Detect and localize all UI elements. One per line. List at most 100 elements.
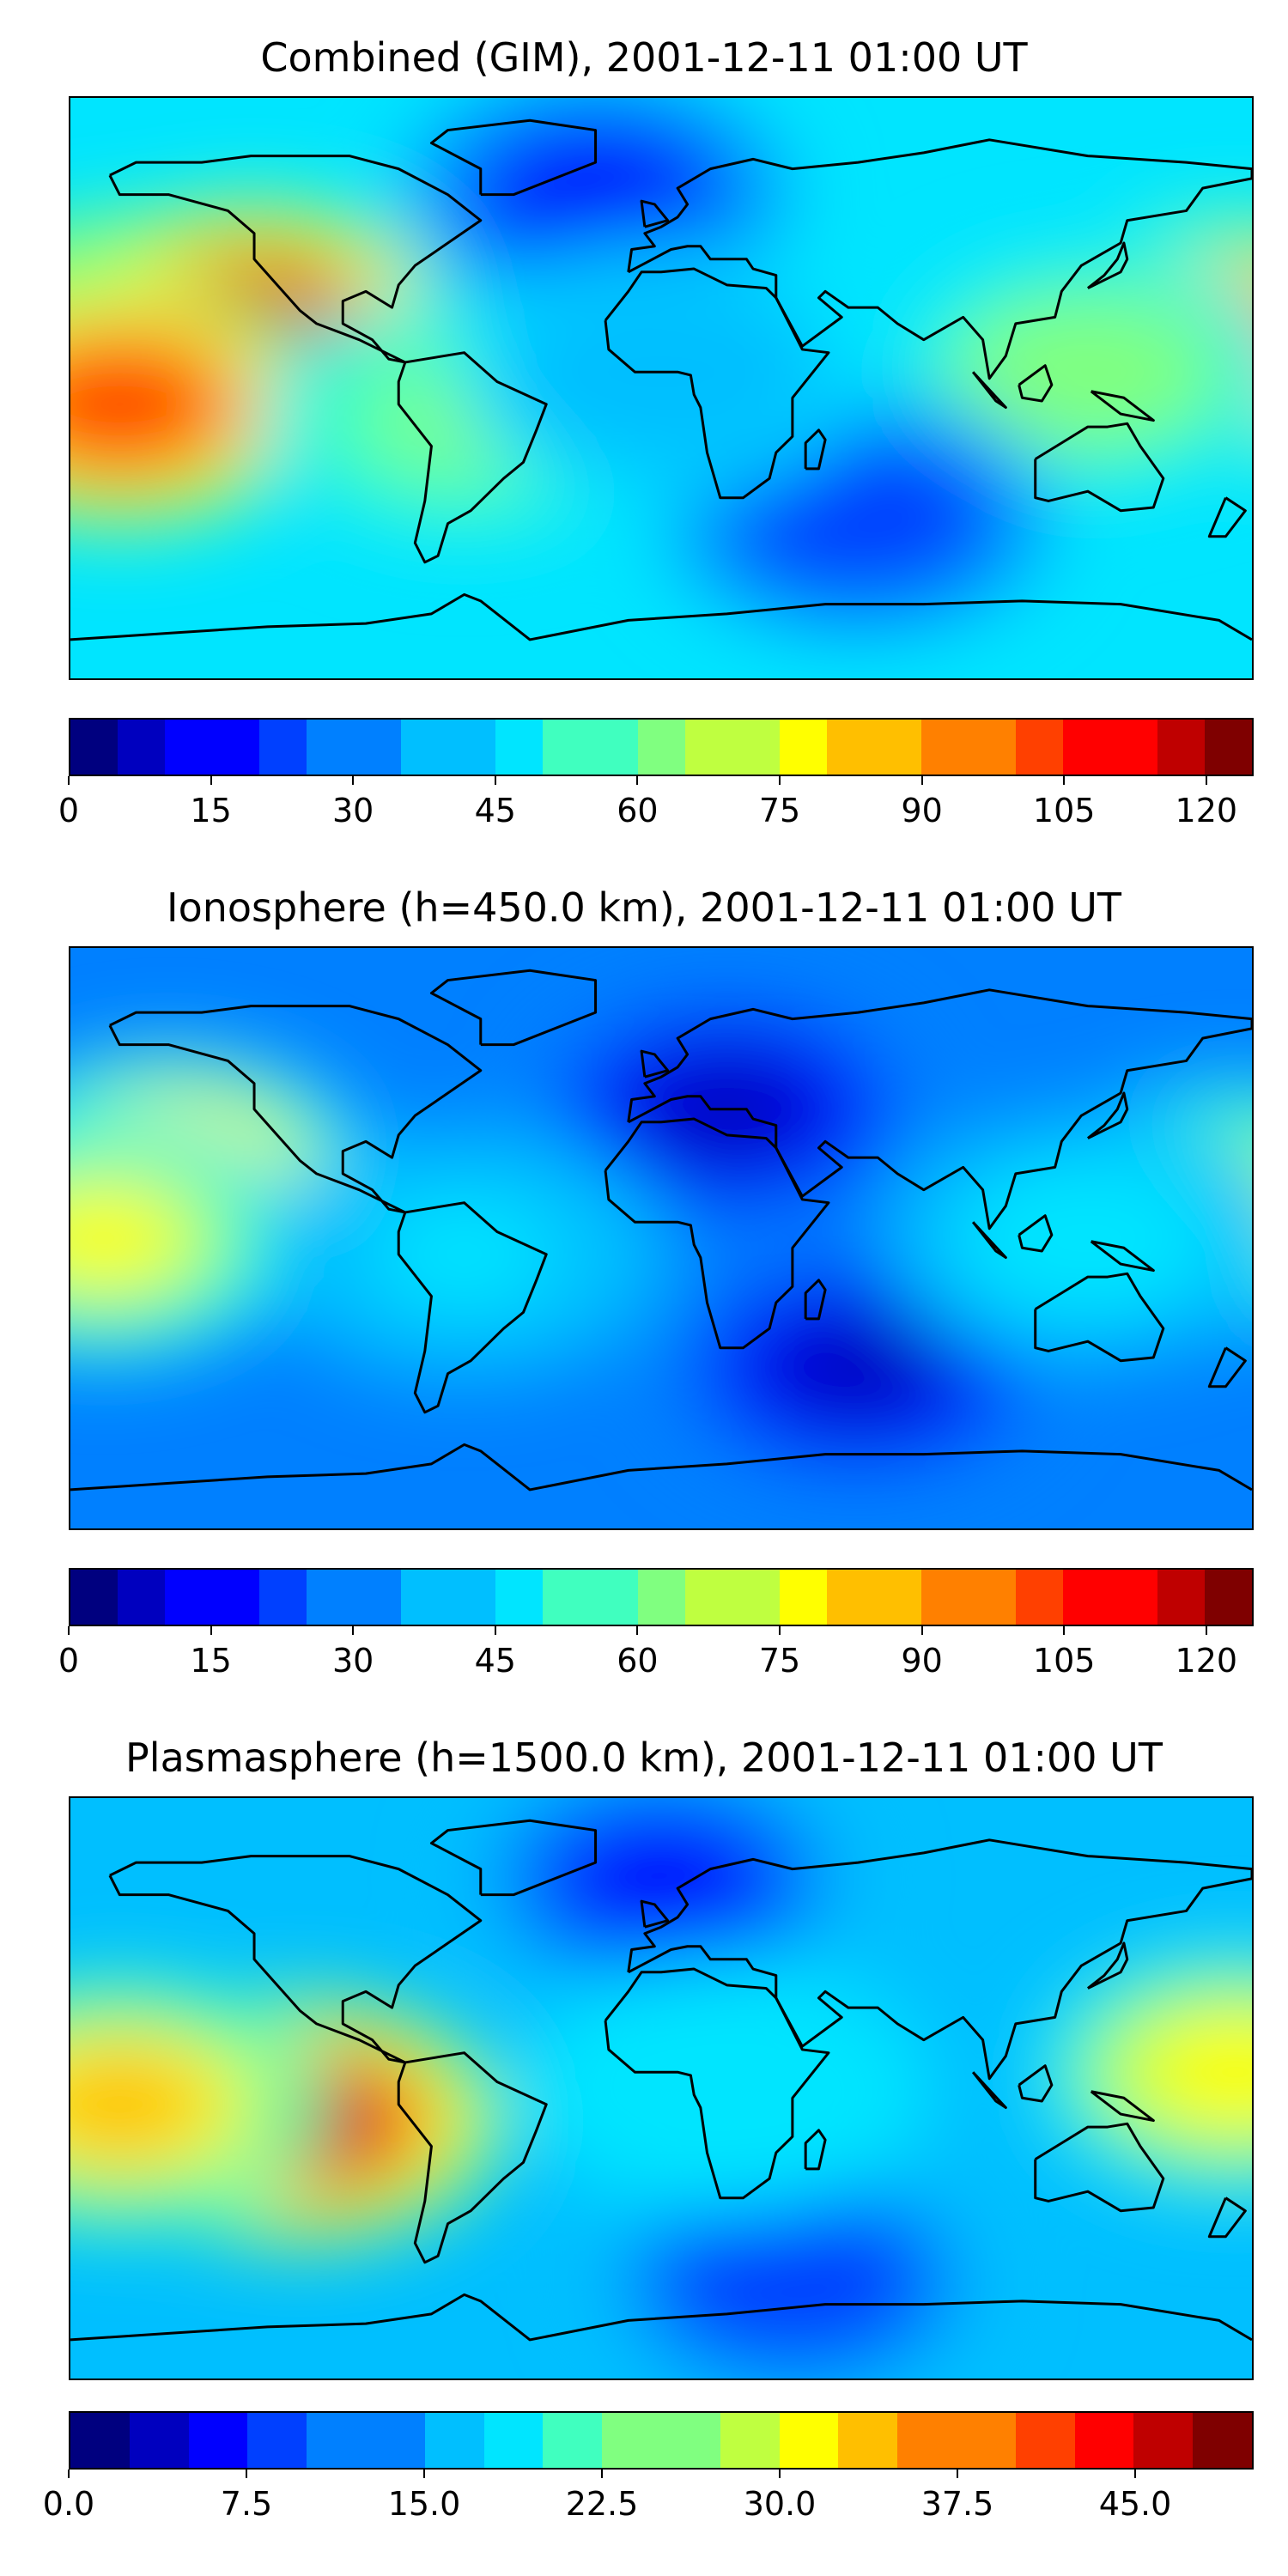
colorbar-swatch (779, 720, 827, 775)
tec-contour-blob (70, 2050, 210, 2159)
colorbar-tick (636, 776, 639, 785)
colorbar-swatch (732, 1570, 780, 1625)
colorbar-swatch (495, 720, 544, 775)
coastline (971, 1221, 1007, 1260)
colorbar-swatch (424, 2413, 484, 2468)
colorbar-swatch (118, 1570, 166, 1625)
colorbar-swatch (968, 1570, 1016, 1625)
colorbar-swatch (1015, 1570, 1063, 1625)
colorbar-tick (1134, 2470, 1136, 2478)
coastline (397, 1201, 548, 1414)
colorbar-tick-label: 45 (474, 792, 516, 829)
colorbar-tick-label: 30.0 (743, 2485, 817, 2523)
colorbar-tick-label: 75 (758, 1642, 801, 1680)
colorbar-swatch (684, 1570, 732, 1625)
tec-contour-blob (1145, 2018, 1252, 2127)
colorbar-swatch (873, 720, 921, 775)
colorbar-swatch (495, 1570, 544, 1625)
coastline (429, 1819, 598, 1897)
colorbar-swatch (1110, 1570, 1158, 1625)
coastline (804, 2129, 827, 2171)
colorbar-ticks: 0.0 7.5 15.0 22.5 30.0 37.5 45.0 (43, 2470, 1254, 2530)
colorbar-swatch (70, 1570, 118, 1625)
colorbar-swatch (448, 720, 496, 775)
tec-map (69, 96, 1254, 680)
colorbar-tick-label: 120 (1175, 792, 1238, 829)
colorbar-swatch (779, 1570, 827, 1625)
tec-contour-blob (374, 1200, 555, 1309)
colorbar-swatch (826, 720, 874, 775)
coastline (397, 351, 548, 564)
coastline (397, 2051, 548, 2264)
tec-contour-blob (702, 2227, 883, 2336)
coastline (627, 1838, 1252, 2081)
tec-map (69, 946, 1254, 1530)
coastline (804, 428, 827, 471)
colorbar-tick-label: 105 (1032, 1642, 1096, 1680)
panel-title: Ionosphere (h=450.0 km), 2001-12-11 01:0… (167, 884, 1121, 931)
colorbar-tick-label: 90 (901, 792, 943, 829)
colorbar-tick (779, 776, 781, 785)
colorbar-swatch (483, 2413, 544, 2468)
colorbar-tick-label: 60 (617, 792, 659, 829)
colorbar-tick (352, 1626, 355, 1635)
colorbar-tick-label: 120 (1175, 1642, 1238, 1680)
coastline (1090, 1240, 1155, 1273)
coastline (640, 199, 670, 228)
panel-title: Combined (GIM), 2001-12-11 01:00 UT (260, 34, 1028, 81)
colorbar-tick (957, 2470, 958, 2478)
tec-contour-blob (768, 1313, 949, 1422)
colorbar-swatch (188, 2413, 248, 2468)
colorbar-swatch (307, 2413, 366, 2468)
colorbar-swatch (897, 2413, 957, 2468)
colorbar-swatch (307, 1570, 355, 1625)
coastline (627, 138, 1252, 380)
coastline (627, 988, 1252, 1230)
coastline (1018, 364, 1054, 403)
colorbar-swatch (660, 2413, 720, 2468)
coastline (1090, 2090, 1155, 2123)
colorbar-swatch (1205, 720, 1252, 775)
colorbar-swatch (543, 720, 591, 775)
coastline (1034, 2122, 1165, 2213)
colorbar-tick (68, 1626, 70, 1635)
colorbar-tick (423, 2470, 425, 2478)
colorbar-tick (1205, 776, 1207, 785)
tec-contour-blob (505, 140, 686, 249)
coastline (1034, 422, 1165, 513)
colorbar-tick (779, 2470, 781, 2478)
colorbar-swatch (920, 720, 969, 775)
colorbar-swatch (354, 720, 402, 775)
colorbar-swatch (1133, 2413, 1194, 2468)
colorbar-tick-label: 0 (58, 1642, 80, 1680)
map-svg (70, 98, 1252, 678)
colorbar (69, 718, 1254, 776)
colorbar-swatch (448, 1570, 496, 1625)
colorbar-swatch (1074, 2413, 1134, 2468)
colorbar-swatch (70, 720, 118, 775)
tec-contour-blob (768, 463, 949, 572)
colorbar-swatch (637, 1570, 685, 1625)
colorbar-swatch (838, 2413, 898, 2468)
colorbar-swatch (826, 1570, 874, 1625)
coastline (70, 2293, 1252, 2342)
colorbar-swatch (1193, 2413, 1252, 2468)
colorbar-ticks: 0 15 30 45 60 75 90 105 120 (58, 1626, 1254, 1686)
coastline (70, 592, 1252, 641)
colorbar-tick (68, 2470, 70, 2478)
coastline (1086, 1091, 1129, 1139)
colorbar-tick-label: 30 (332, 792, 374, 829)
colorbar-swatch (401, 1570, 449, 1625)
colorbar-tick (210, 776, 212, 785)
colorbar-tick (1205, 1626, 1207, 1635)
coastline (1090, 390, 1155, 422)
colorbar-swatch (118, 720, 166, 775)
colorbar-tick-label: 15.0 (387, 2485, 461, 2523)
coastline (804, 1279, 827, 1321)
colorbar-tick-label: 37.5 (920, 2485, 994, 2523)
colorbar-tick-label: 90 (901, 1642, 943, 1680)
colorbar-tick-label: 45.0 (1098, 2485, 1172, 2523)
tec-contour-blob (571, 1824, 751, 1933)
colorbar-swatch (1157, 1570, 1206, 1625)
colorbar-swatch (873, 1570, 921, 1625)
